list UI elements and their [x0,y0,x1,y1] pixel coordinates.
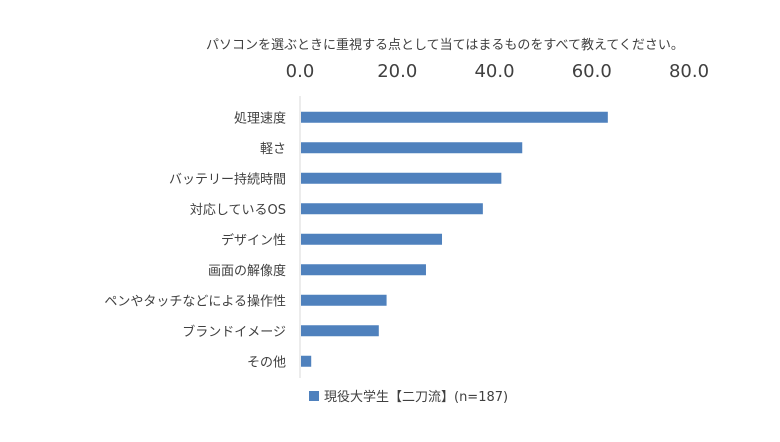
x-tick-label: 40.0 [474,61,514,82]
category-label: 対応しているOS [190,203,286,218]
category-label: その他 [247,355,286,370]
legend-swatch [309,391,319,401]
x-tick-label: 80.0 [669,61,709,82]
bar [301,203,483,215]
bar [301,111,608,123]
legend: 現役大学生【二刀流】(n=187) [309,389,508,405]
bar [301,355,312,367]
bar [301,142,523,154]
chart-title: パソコンを選ぶときに重視する点として当てはまるものをすべて教えてください。 [206,37,684,53]
category-label: 画面の解像度 [208,263,286,279]
category-label: 軽さ [260,142,286,157]
bar [301,325,379,337]
bars [301,111,608,367]
bar [301,233,443,245]
category-label: 処理速度 [234,110,286,126]
bar [301,264,426,276]
bar [301,294,387,306]
bar [301,172,502,184]
category-label: ブランドイメージ [182,324,286,340]
x-tick-label: 60.0 [572,61,612,82]
category-label: バッテリー持続時間 [169,172,286,187]
legend-label: 現役大学生【二刀流】(n=187) [324,389,508,405]
category-label: デザイン性 [221,232,286,248]
x-tick-label: 0.0 [286,61,315,82]
category-label: ペンやタッチなどによる操作性 [104,293,286,309]
x-axis-ticks: 0.0 20.0 40.0 60.0 80.0 [286,61,709,82]
x-tick-label: 20.0 [377,61,417,82]
